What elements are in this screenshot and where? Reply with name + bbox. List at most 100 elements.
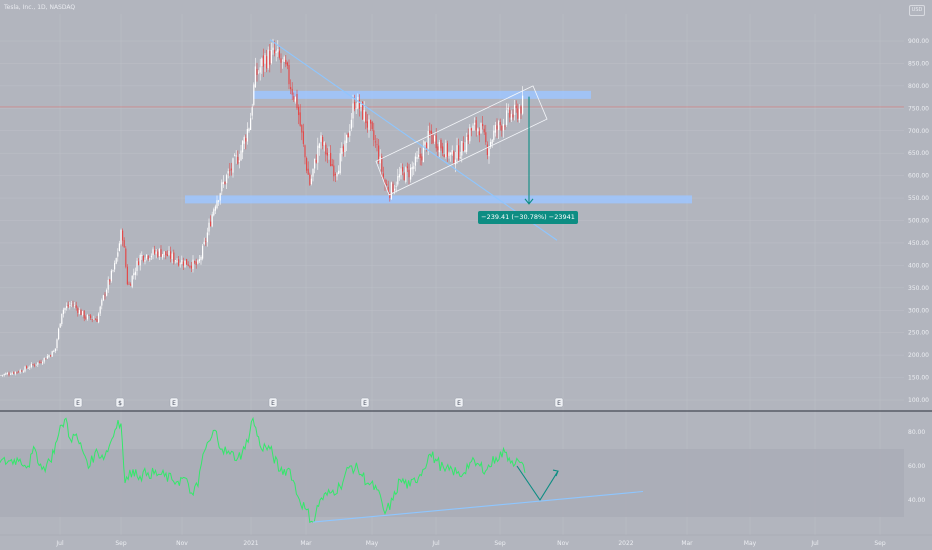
time-tick-label: Sep [115, 540, 127, 547]
candle-body [210, 221, 212, 227]
time-tick-label: Sep [494, 540, 506, 547]
candle-body [54, 348, 56, 352]
candle-body [293, 96, 295, 100]
candle-body [174, 260, 176, 262]
candle-body [218, 200, 220, 202]
candle-body [70, 303, 72, 305]
price-tick-label: 450.00 [908, 240, 929, 247]
mode-badge[interactable]: USD [909, 5, 925, 16]
candle-body [189, 265, 191, 267]
candle-body [13, 372, 15, 374]
candle-body [85, 317, 87, 319]
candle-body [198, 259, 200, 262]
candle-body [51, 351, 53, 357]
event-marker-label: E [557, 400, 561, 407]
candle-body [202, 245, 204, 259]
candle-body [286, 62, 288, 66]
candle-body [203, 241, 205, 245]
candle-body [26, 366, 28, 369]
event-marker-label: E [271, 400, 275, 407]
candle-body [234, 155, 236, 156]
candle-body [326, 152, 328, 156]
candle-body [312, 168, 314, 177]
event-marker-label: E [172, 400, 176, 407]
candle-body [240, 150, 242, 161]
candle-body [208, 222, 210, 232]
candle-body [0, 375, 2, 376]
candle-body [411, 166, 413, 170]
price-tick-label: 150.00 [908, 375, 929, 382]
candle-body [355, 108, 357, 109]
candle-body [446, 143, 448, 157]
candle-body [291, 88, 293, 95]
candle-body [216, 200, 218, 209]
time-tick-label: 2021 [243, 540, 258, 547]
candle-body [130, 284, 132, 286]
candle-body [336, 173, 338, 177]
event-marker [169, 397, 179, 408]
candle-body [38, 361, 40, 363]
candle-body [235, 155, 237, 157]
candle-body [480, 123, 482, 134]
candle-body [125, 248, 127, 267]
candle-body [374, 141, 376, 143]
candle-body [237, 156, 239, 164]
candle-body [421, 156, 423, 161]
price-tick-label: 250.00 [908, 330, 929, 337]
candle-body [146, 254, 148, 259]
candle-body [149, 258, 151, 260]
candle-body [264, 55, 266, 64]
candle-body [16, 371, 18, 373]
candle-body [494, 124, 496, 133]
time-tick-label: Nov [176, 540, 188, 547]
candle-body [445, 142, 447, 157]
candle-body [238, 160, 240, 162]
candle-body [11, 372, 13, 375]
candle-body [427, 130, 429, 149]
candle-body [53, 350, 55, 352]
time-tick-label: Jul [810, 540, 819, 547]
candle-body [131, 275, 133, 287]
drawings[interactable] [269, 39, 558, 241]
candle-body [416, 157, 418, 159]
candle-body [136, 260, 138, 271]
candle-body [394, 188, 396, 191]
candle-body [45, 358, 47, 360]
candle-body [502, 123, 504, 131]
candle-body [50, 355, 52, 357]
candle-body [27, 368, 29, 369]
candle-body [35, 364, 37, 366]
candle-body [518, 108, 520, 121]
candle-body [440, 139, 442, 149]
candle-body [430, 130, 432, 136]
price-axis: 100.00 150.00 200.00 250.00 300.00 350.00 400.… [908, 38, 929, 404]
candle-body [118, 243, 120, 252]
candle-body [267, 49, 269, 69]
candle-body [219, 193, 221, 201]
candle-body [432, 134, 434, 144]
time-axis: Jul Sep Nov 2021 Mar May Jul Sep Nov 2022 Mar May Ju… [0, 534, 932, 547]
support-resistance-zones[interactable] [185, 90, 692, 204]
time-tick-label: Mar [681, 540, 693, 547]
event-marker [73, 397, 83, 408]
candle-body [214, 206, 216, 211]
candle-body [176, 260, 178, 262]
event-marker-label: E [76, 400, 80, 407]
candle-body [350, 119, 352, 129]
rsi-support-line [312, 490, 644, 523]
candle-body [302, 131, 304, 144]
candle-body [469, 127, 471, 142]
time-tick-label: Sep [874, 540, 886, 547]
candle-body [72, 304, 74, 306]
candle-body [366, 121, 368, 128]
candle-body [510, 113, 512, 120]
candle-body [458, 145, 460, 160]
candle-body [187, 264, 189, 266]
candle-body [384, 179, 386, 185]
candle-body [358, 99, 360, 109]
candle-body [275, 51, 277, 53]
price-tick-label: 350.00 [908, 285, 929, 292]
candle-body [186, 258, 188, 265]
